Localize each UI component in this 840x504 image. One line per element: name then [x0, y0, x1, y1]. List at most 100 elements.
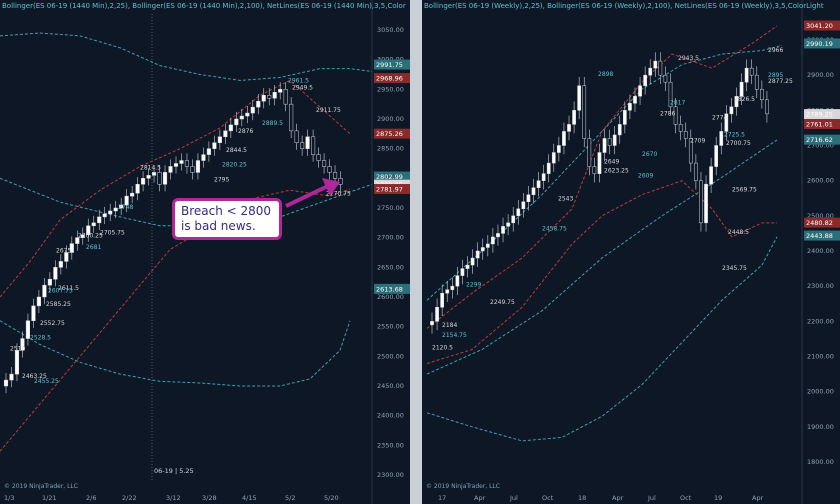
session-label: 06-19 | 5.25: [154, 467, 194, 475]
weekly-x-tick: Apr: [612, 494, 624, 502]
weekly-candle-body: [465, 264, 470, 269]
daily-level-label: 2795: [214, 176, 229, 183]
weekly-candle-body: [541, 173, 546, 181]
weekly-candle-body: [480, 247, 485, 252]
weekly-level-label: 2649: [604, 158, 619, 165]
weekly-candle-body: [714, 145, 719, 167]
daily-candle-body: [217, 136, 222, 143]
daily-candle-body: [130, 192, 135, 197]
daily-candle-body: [234, 118, 239, 126]
weekly-candle-body: [587, 138, 592, 167]
weekly-level-label: 2826.5: [734, 96, 755, 103]
weekly-candle-body: [704, 183, 708, 224]
daily-candle-body: [311, 136, 316, 155]
daily-candle-body: [25, 320, 30, 339]
weekly-x-tick: Oct: [542, 494, 554, 502]
weekly-level-label: 2543: [558, 196, 573, 203]
daily-y-tick: 3050.00: [377, 26, 404, 34]
daily-candle-body: [14, 350, 20, 375]
daily-x-tick: 3/28: [202, 494, 217, 502]
callout-arrow-head: [322, 178, 340, 196]
daily-candle-body: [91, 222, 96, 227]
daily-price-tag-text: 2991.75: [376, 61, 403, 69]
weekly-level-label: 2184: [442, 322, 457, 329]
weekly-candle-body: [622, 110, 627, 125]
daily-candle-body: [146, 175, 151, 179]
panel-divider[interactable]: [410, 0, 422, 504]
daily-level-label: 2844.5: [226, 147, 247, 154]
daily-candle-body: [124, 195, 129, 206]
weekly-price-tag: [804, 109, 840, 120]
weekly-candle-body: [491, 236, 495, 245]
weekly-level-label: 2817: [670, 99, 685, 106]
weekly-price-tag-text: 3041.20: [806, 22, 833, 30]
daily-y-tick: 2850.00: [377, 145, 404, 153]
weekly-candle-body: [734, 96, 739, 108]
daily-chart-canvas[interactable]: 3050.003000.002950.002900.002850.002800.…: [0, 0, 410, 504]
daily-candle-body: [9, 373, 14, 381]
daily-level-label: 2820.25: [222, 161, 247, 168]
weekly-candle-body: [531, 187, 536, 195]
weekly-x-tick: Jul: [509, 494, 518, 502]
weekly-level-label: 2966: [768, 47, 783, 54]
weekly-candle-body: [607, 138, 612, 146]
daily-level-label: 2748: [118, 204, 133, 211]
weekly-level-label: 2448.5: [728, 229, 749, 236]
weekly-candle-body: [760, 88, 764, 101]
daily-x-tick: 5/2: [285, 494, 295, 502]
weekly-x-tick: Apr: [752, 494, 764, 502]
daily-price-tag-text: 2875.26: [376, 130, 403, 138]
callout-line-1: Breach < 2800: [181, 204, 272, 218]
weekly-level-label: 2623.25: [604, 167, 629, 174]
daily-y-tick: 2300.00: [377, 471, 404, 479]
daily-price-tag-text: 2781.97: [376, 186, 403, 194]
weekly-candle-body: [617, 124, 622, 136]
daily-candle-body: [322, 160, 327, 167]
weekly-price-tag: [804, 20, 840, 31]
daily-chart-panel[interactable]: 3050.003000.002950.002900.002850.002800.…: [0, 0, 410, 504]
weekly-header-text: Bollinger(ES 06-19 (Weekly),2,25), Bolli…: [424, 2, 807, 10]
weekly-outer-mid-band: [426, 139, 778, 375]
weekly-candle-body: [496, 233, 500, 238]
daily-price-tag: [374, 171, 410, 182]
weekly-price-tag: [804, 38, 840, 49]
weekly-chart-header: Bollinger(ES 06-19 (Weekly),2,25), Bolli…: [424, 2, 824, 10]
daily-level-label: 2528.5: [30, 334, 51, 341]
weekly-price-tag-text: 2761.01: [806, 121, 833, 129]
weekly-candle-body: [536, 180, 541, 188]
weekly-price-tag: [804, 134, 840, 145]
daily-level-label: 2961.5: [288, 78, 309, 85]
weekly-candle-body: [450, 285, 455, 290]
daily-x-tick: 1/21: [42, 494, 57, 502]
weekly-level-label: 2120.5: [432, 344, 453, 351]
weekly-candle-body: [653, 60, 658, 69]
daily-candle-body: [332, 172, 338, 179]
weekly-candle-body: [551, 152, 556, 164]
weekly-level-label: 2895: [768, 72, 783, 79]
weekly-candle-body: [597, 152, 602, 174]
weekly-price-tag: [804, 119, 840, 130]
daily-level-label: 2876: [238, 128, 253, 135]
weekly-level-label: 2609: [638, 173, 653, 180]
weekly-candle-body: [516, 208, 521, 217]
daily-level-label: 2455.25: [34, 378, 59, 385]
weekly-candle-body: [470, 257, 475, 266]
daily-candle-body: [267, 95, 272, 99]
weekly-chart-canvas[interactable]: 3000.002900.002800.002700.002600.002500.…: [422, 0, 840, 504]
weekly-candle-body: [582, 85, 587, 139]
weekly-level-label: 2458.75: [542, 225, 567, 232]
daily-x-tick: 3/12: [166, 494, 181, 502]
daily-x-tick: 4/15: [242, 494, 257, 502]
daily-red-lower-band: [0, 188, 351, 452]
weekly-candle-body: [648, 67, 653, 76]
weekly-candle-body: [440, 292, 444, 308]
weekly-y-tick: 1800.00: [807, 458, 834, 466]
weekly-candle-body: [612, 134, 617, 146]
daily-candle-body: [86, 225, 91, 235]
daily-candle-body: [157, 172, 162, 185]
daily-y-tick: 2600.00: [377, 293, 404, 301]
daily-candle-body: [250, 106, 255, 114]
weekly-chart-panel[interactable]: 3000.002900.002800.002700.002600.002500.…: [422, 0, 840, 504]
weekly-header-suffix: Light: [806, 2, 824, 10]
daily-level-label: 2510: [10, 345, 25, 352]
